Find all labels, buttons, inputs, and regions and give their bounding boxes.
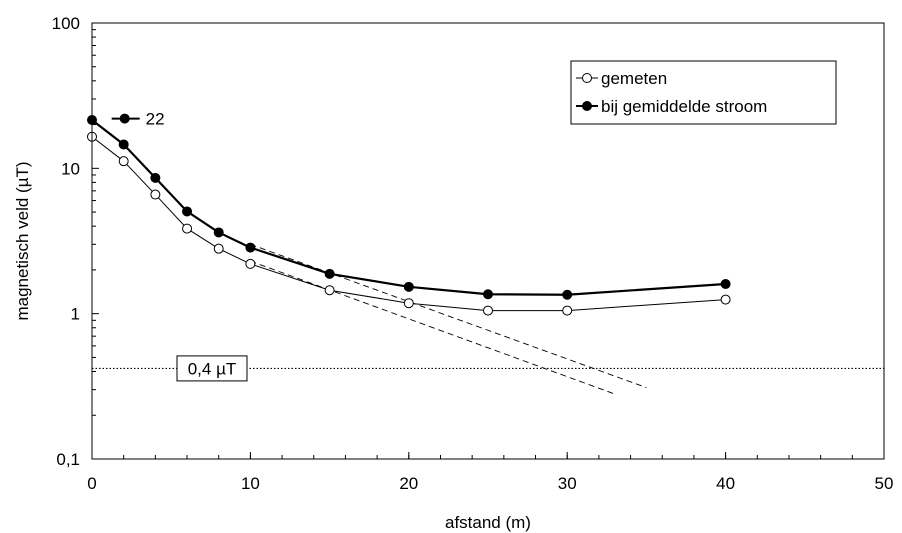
data-point bbox=[720, 294, 731, 305]
data-point bbox=[213, 227, 224, 238]
data-point bbox=[150, 189, 161, 200]
x-tick-label: 10 bbox=[241, 474, 260, 493]
y-axis-title: magnetisch veld (µT) bbox=[13, 161, 32, 320]
data-point bbox=[562, 289, 573, 300]
y-tick-label: 0,1 bbox=[56, 450, 80, 469]
plot-area: 0,4 µT 22 bbox=[87, 110, 884, 395]
legend-marker-gemiddelde bbox=[582, 101, 592, 111]
x-axis-title: afstand (m) bbox=[445, 513, 531, 532]
data-point bbox=[118, 156, 129, 167]
y-tick-label: 10 bbox=[61, 159, 80, 178]
x-tick-label: 30 bbox=[558, 474, 577, 493]
trend-line bbox=[250, 260, 615, 395]
y-tick-label: 100 bbox=[52, 14, 80, 33]
data-point bbox=[118, 139, 129, 150]
trend-line bbox=[250, 243, 647, 389]
reference-label: 0,4 µT bbox=[176, 355, 248, 382]
y-tick-label: 1 bbox=[71, 305, 80, 324]
legend-marker-gemeten bbox=[582, 73, 592, 83]
data-point bbox=[324, 268, 335, 279]
data-point bbox=[182, 206, 193, 217]
data-point bbox=[245, 242, 256, 253]
x-tick-label: 0 bbox=[87, 474, 96, 493]
x-tick-label: 40 bbox=[716, 474, 735, 493]
data-point bbox=[403, 298, 414, 309]
x-tick-label: 20 bbox=[399, 474, 418, 493]
data-point bbox=[150, 172, 161, 183]
data-point bbox=[720, 279, 731, 290]
data-point bbox=[245, 258, 256, 269]
legend: gemeten bij gemiddelde stroom bbox=[570, 60, 837, 125]
annotation-text: 22 bbox=[146, 110, 165, 129]
reference-label-text: 0,4 µT bbox=[188, 359, 237, 378]
data-point bbox=[483, 305, 493, 316]
data-point bbox=[562, 305, 573, 316]
reference-label-box bbox=[176, 355, 248, 382]
data-point bbox=[213, 243, 224, 254]
data-point bbox=[324, 285, 335, 296]
legend-label-gemiddelde: bij gemiddelde stroom bbox=[601, 97, 767, 116]
annotation-marker bbox=[119, 113, 130, 124]
plot-frame bbox=[91, 22, 885, 460]
legend-label-gemeten: gemeten bbox=[601, 69, 667, 88]
data-point bbox=[483, 289, 493, 300]
axes: 0 10 20 30 40 50 0,1 1 10 100 bbox=[52, 14, 894, 493]
data-point bbox=[182, 223, 193, 234]
data-point bbox=[403, 281, 414, 292]
legend-box bbox=[570, 60, 837, 125]
x-tick-label: 50 bbox=[875, 474, 894, 493]
